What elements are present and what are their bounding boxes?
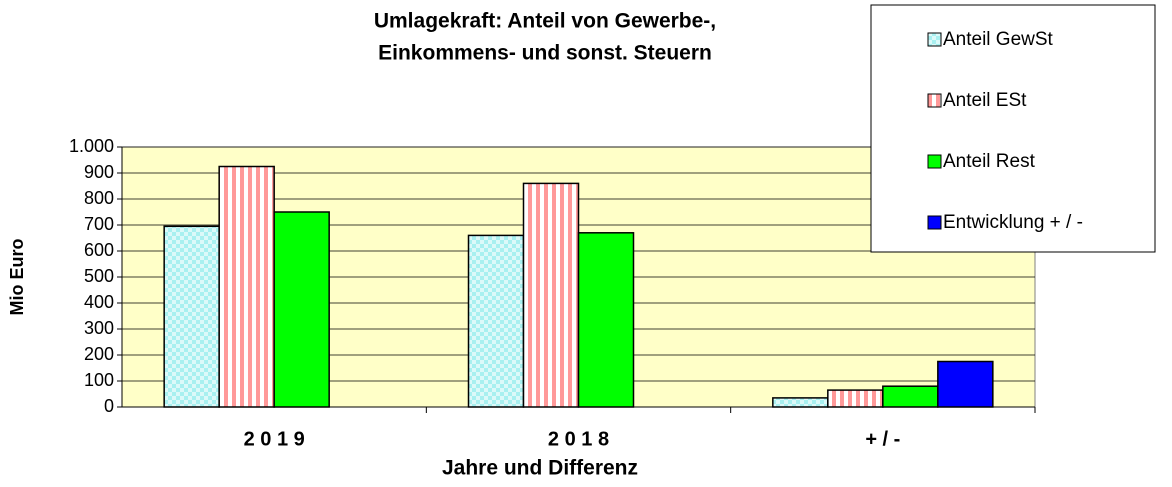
y-tick-label: 400 [84,292,114,312]
y-tick-label: 700 [84,214,114,234]
legend-label: Entwicklung + / - [943,212,1083,233]
legend-label: Anteil ESt [943,90,1027,111]
y-tick-label: 100 [84,370,114,390]
bar [218,165,275,408]
y-tick-label: 900 [84,162,114,182]
bar [522,182,580,408]
bar [937,360,994,408]
y-tick-label: 300 [84,318,114,338]
chart-title: Einkommens- und sonst. Steuern [378,42,712,65]
legend-box [870,4,1156,253]
y-tick-label: 600 [84,240,114,260]
y-tick-label: 1.000 [69,136,114,156]
x-axis-label: Jahre und Differenz [442,457,638,480]
y-tick-label: 500 [84,266,114,286]
legend-swatch [927,32,942,47]
legend-swatch [927,154,942,169]
bar [772,397,829,408]
legend-swatch [927,215,942,230]
chart-title: Umlagekraft: Anteil von Gewerbe-, [374,10,716,33]
legend-swatch [927,93,942,108]
x-tick-label: + / - [865,428,900,450]
bar [273,211,330,408]
x-tick-label: 2 0 1 8 [548,428,609,450]
bar [577,232,635,408]
legend-label: Anteil GewSt [943,29,1054,50]
bar [827,389,884,408]
y-tick-label: 200 [84,344,114,364]
bar [163,225,220,408]
bar [467,234,525,408]
bar [882,385,939,408]
y-tick-label: 0 [104,396,114,416]
y-tick-label: 800 [84,188,114,208]
y-axis-label: Mio Euro [7,239,27,316]
x-tick-label: 2 0 1 9 [244,428,305,450]
legend-label: Anteil Rest [943,151,1036,172]
